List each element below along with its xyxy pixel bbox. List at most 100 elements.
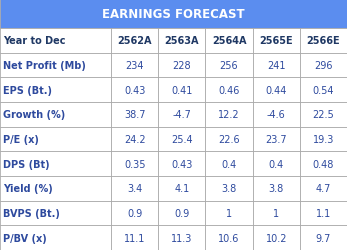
Bar — [158, 29, 205, 53]
Bar — [0, 0, 347, 29]
Text: 0.4: 0.4 — [269, 159, 284, 169]
Text: 0.4: 0.4 — [221, 159, 237, 169]
Bar — [205, 127, 253, 152]
Text: 0.44: 0.44 — [265, 85, 287, 95]
Bar — [111, 53, 158, 78]
Text: 234: 234 — [125, 61, 144, 70]
Bar — [205, 201, 253, 226]
Bar — [205, 78, 253, 102]
Bar — [158, 78, 205, 102]
Text: 296: 296 — [314, 61, 333, 70]
Bar — [0, 78, 111, 102]
Bar — [300, 152, 347, 176]
Text: 0.43: 0.43 — [124, 85, 145, 95]
Text: Yield (%): Yield (%) — [3, 184, 52, 194]
Bar — [253, 201, 300, 226]
Text: 228: 228 — [172, 61, 191, 70]
Bar — [158, 102, 205, 127]
Text: 22.5: 22.5 — [313, 110, 334, 120]
Bar — [205, 53, 253, 78]
Text: Year to Dec: Year to Dec — [3, 36, 65, 46]
Bar — [205, 226, 253, 250]
Bar — [158, 226, 205, 250]
Text: 241: 241 — [267, 61, 286, 70]
Bar — [111, 201, 158, 226]
Bar — [205, 102, 253, 127]
Text: 0.35: 0.35 — [124, 159, 145, 169]
Bar — [253, 152, 300, 176]
Text: 0.41: 0.41 — [171, 85, 193, 95]
Bar — [205, 29, 253, 53]
Bar — [253, 53, 300, 78]
Bar — [0, 176, 111, 201]
Bar — [0, 127, 111, 152]
Text: -4.7: -4.7 — [172, 110, 191, 120]
Text: 11.1: 11.1 — [124, 233, 145, 243]
Text: 0.9: 0.9 — [174, 208, 189, 218]
Bar — [111, 78, 158, 102]
Text: P/BV (x): P/BV (x) — [3, 233, 46, 243]
Bar — [205, 176, 253, 201]
Text: DPS (Bt): DPS (Bt) — [3, 159, 49, 169]
Bar — [300, 201, 347, 226]
Bar — [111, 102, 158, 127]
Text: 1.1: 1.1 — [316, 208, 331, 218]
Text: 10.6: 10.6 — [218, 233, 240, 243]
Bar — [158, 201, 205, 226]
Bar — [253, 176, 300, 201]
Text: P/E (x): P/E (x) — [3, 134, 39, 144]
Text: 0.9: 0.9 — [127, 208, 142, 218]
Text: 2562A: 2562A — [117, 36, 152, 46]
Bar — [111, 176, 158, 201]
Bar — [158, 176, 205, 201]
Text: 0.48: 0.48 — [313, 159, 334, 169]
Bar — [0, 226, 111, 250]
Bar — [300, 53, 347, 78]
Text: 3.4: 3.4 — [127, 184, 142, 194]
Bar — [0, 102, 111, 127]
Text: 19.3: 19.3 — [313, 134, 334, 144]
Bar — [300, 102, 347, 127]
Text: 4.7: 4.7 — [316, 184, 331, 194]
Bar — [158, 127, 205, 152]
Bar — [300, 226, 347, 250]
Bar — [253, 102, 300, 127]
Bar — [111, 226, 158, 250]
Bar — [158, 53, 205, 78]
Text: 2564A: 2564A — [212, 36, 246, 46]
Bar — [111, 152, 158, 176]
Bar — [0, 53, 111, 78]
Bar — [253, 226, 300, 250]
Text: Growth (%): Growth (%) — [3, 110, 65, 120]
Text: 2563A: 2563A — [164, 36, 199, 46]
Bar — [300, 29, 347, 53]
Text: 12.2: 12.2 — [218, 110, 240, 120]
Text: -4.6: -4.6 — [267, 110, 286, 120]
Text: 0.54: 0.54 — [313, 85, 334, 95]
Text: 0.43: 0.43 — [171, 159, 193, 169]
Text: 22.6: 22.6 — [218, 134, 240, 144]
Text: 0.46: 0.46 — [218, 85, 240, 95]
Text: 23.7: 23.7 — [265, 134, 287, 144]
Text: EARNINGS FORECAST: EARNINGS FORECAST — [102, 8, 245, 21]
Text: 10.2: 10.2 — [265, 233, 287, 243]
Text: 2566E: 2566E — [307, 36, 340, 46]
Bar — [111, 29, 158, 53]
Bar — [205, 152, 253, 176]
Text: 256: 256 — [220, 61, 238, 70]
Text: 24.2: 24.2 — [124, 134, 145, 144]
Bar — [253, 29, 300, 53]
Text: Net Profit (Mb): Net Profit (Mb) — [3, 61, 86, 70]
Text: 2565E: 2565E — [260, 36, 293, 46]
Bar — [300, 127, 347, 152]
Text: 9.7: 9.7 — [316, 233, 331, 243]
Text: 4.1: 4.1 — [174, 184, 189, 194]
Bar — [253, 127, 300, 152]
Text: 25.4: 25.4 — [171, 134, 193, 144]
Bar — [253, 78, 300, 102]
Text: 1: 1 — [273, 208, 279, 218]
Bar — [0, 201, 111, 226]
Text: BVPS (Bt.): BVPS (Bt.) — [3, 208, 60, 218]
Text: 38.7: 38.7 — [124, 110, 145, 120]
Text: 3.8: 3.8 — [221, 184, 237, 194]
